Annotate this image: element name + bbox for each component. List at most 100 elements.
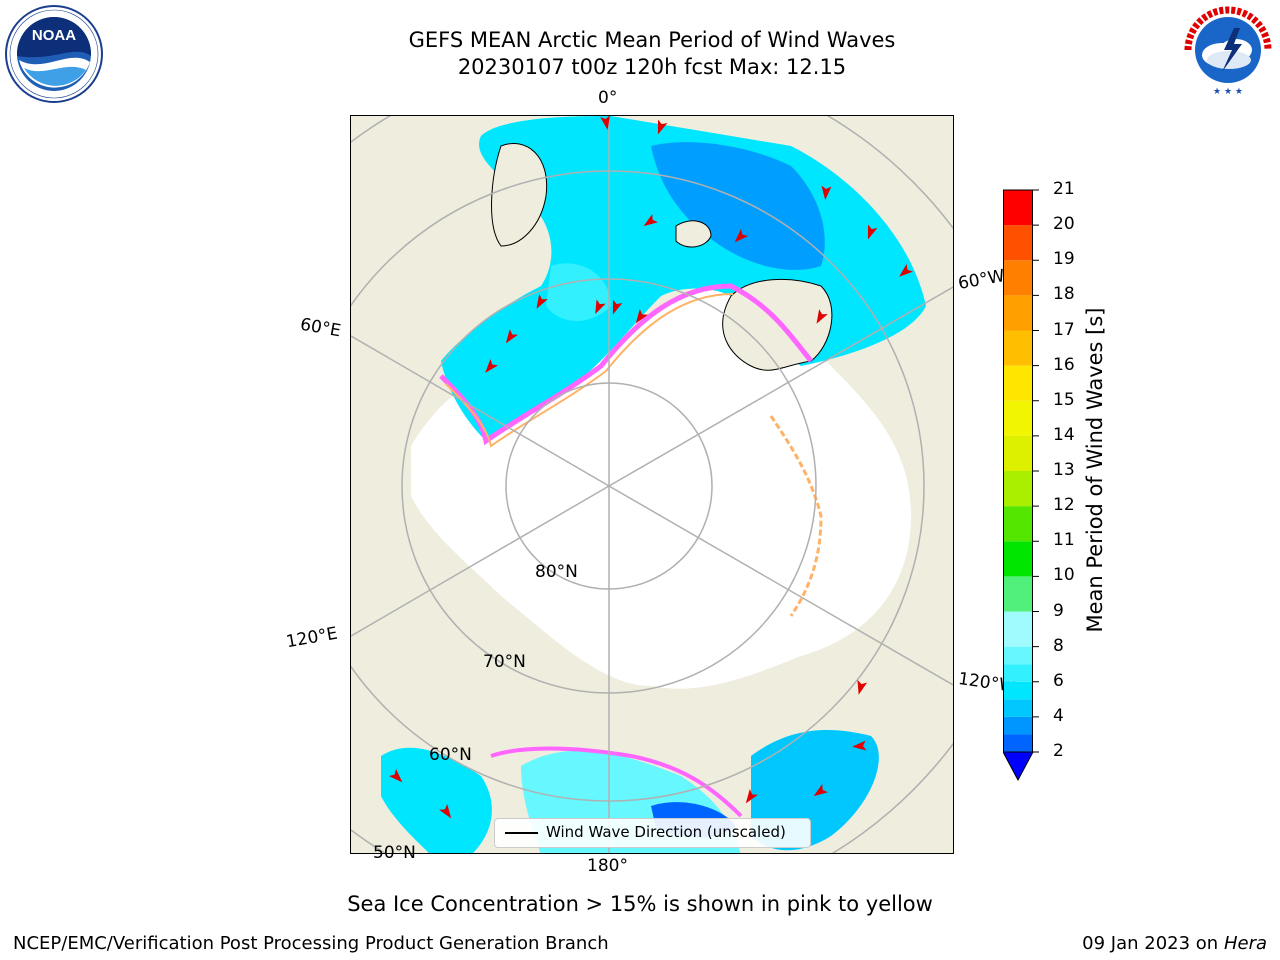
footer-machine: Hera <box>1223 933 1267 954</box>
colorbar-tick-label: 14 <box>1053 424 1075 445</box>
colorbar-bin <box>1003 541 1033 577</box>
scandinavia <box>491 143 548 247</box>
wind-wave-direction-arrow <box>899 263 914 277</box>
colorbar-tick-label: 16 <box>1053 354 1075 375</box>
meridian-120e <box>351 485 610 637</box>
colorbar-extend-arrow <box>1002 751 1034 782</box>
colorbar-tick-label: 19 <box>1053 249 1075 270</box>
colorbar-tick-label: 20 <box>1053 214 1075 235</box>
colorbar-bin <box>1003 225 1033 261</box>
legend-label: Wind Wave Direction (unscaled) <box>546 823 786 841</box>
lon-label-60e: 60°E <box>298 314 343 342</box>
wind-wave-direction-arrow <box>505 329 518 344</box>
lat-label-70: 70°N <box>483 652 526 672</box>
colorbar <box>1002 188 1043 792</box>
colorbar-bin <box>1003 435 1033 471</box>
map-canvas <box>351 116 953 853</box>
meridian-60w <box>608 286 953 487</box>
footer-date-text: 09 Jan 2023 on <box>1082 933 1224 954</box>
lon-label-60w: 60°W <box>956 266 1007 294</box>
colorbar-scale <box>1002 189 1039 782</box>
colorbar-bin <box>1003 295 1033 331</box>
wind-wave-direction-arrow <box>612 299 623 315</box>
svg-text:★ ★ ★: ★ ★ ★ <box>1213 87 1243 97</box>
wind-wave-direction-arrow <box>643 214 658 227</box>
colorbar-tick-label: 2 <box>1053 741 1064 761</box>
wind-wave-direction-arrow <box>734 228 749 243</box>
colorbar-tick-label: 9 <box>1053 600 1064 621</box>
colorbar-tick-label: 18 <box>1053 284 1075 305</box>
colorbar-bin <box>1003 681 1033 700</box>
colorbar-tick-label: 10 <box>1053 565 1075 586</box>
colorbar-tick-label: 17 <box>1053 319 1075 340</box>
wind-wave-direction-arrow <box>813 784 828 797</box>
lon-label-120e: 120°E <box>284 623 340 653</box>
wind-wave-direction-arrow <box>439 804 452 819</box>
colorbar-tick-label: 15 <box>1053 389 1075 410</box>
colorbar-bin <box>1003 471 1033 507</box>
map-subtitle: 20230107 t00z 120h fcst Max: 12.15 <box>457 55 847 79</box>
colorbar-bin <box>1003 611 1033 647</box>
wind-wave-direction-arrow <box>635 309 648 324</box>
wind-wave-direction-arrow <box>745 789 758 804</box>
colorbar-tick-label: 8 <box>1053 635 1064 656</box>
meridian-60e <box>351 335 610 487</box>
polar-map <box>350 115 954 854</box>
colorbar-bin <box>1003 506 1033 542</box>
colorbar-tick-label: 13 <box>1053 460 1075 480</box>
wind-wave-direction-arrow <box>536 294 548 309</box>
wind-wave-direction-arrow <box>388 768 403 783</box>
lat-label-60: 60°N <box>429 745 472 765</box>
map-legend: Wind Wave Direction (unscaled) <box>494 818 811 848</box>
footer-branch: NCEP/EMC/Verification Post Processing Pr… <box>13 933 609 954</box>
colorbar-bin <box>1003 734 1033 752</box>
wind-wave-direction-arrow <box>867 224 878 240</box>
atlantic-mid-patch <box>546 263 611 321</box>
colorbar-tick-label: 11 <box>1053 530 1075 551</box>
colorbar-label: Mean Period of Wind Waves [s] <box>1083 307 1107 633</box>
wind-wave-direction-arrow <box>821 185 832 200</box>
wind-wave-direction-arrow <box>600 116 611 130</box>
colorbar-bin <box>1003 664 1033 682</box>
colorbar-tick-label: 6 <box>1053 670 1064 691</box>
svg-text:NOAA: NOAA <box>32 27 76 44</box>
footer-date: 09 Jan 2023 on Hera <box>1082 933 1267 954</box>
pacific-wave-field <box>381 747 492 853</box>
lat-label-80: 80°N <box>535 562 578 582</box>
colorbar-bin <box>1003 365 1033 401</box>
ice-edge-atlantic-inner <box>445 293 734 448</box>
colorbar-bin <box>1003 716 1033 735</box>
noaa-logo: NOAA <box>4 4 104 104</box>
colorbar-tick-label: 4 <box>1053 705 1064 726</box>
colorbar-outline <box>1003 189 1033 753</box>
colorbar-bin <box>1003 699 1033 717</box>
legend-line-swatch <box>505 832 538 834</box>
wind-wave-direction-arrow <box>852 740 867 751</box>
map-title: GEFS MEAN Arctic Mean Period of Wind Wav… <box>408 28 896 52</box>
colorbar-bin <box>1003 260 1033 296</box>
ice-edge-canada <box>769 415 823 617</box>
colorbar-bin <box>1003 576 1033 612</box>
wind-wave-direction-arrow <box>657 119 668 135</box>
greenland <box>722 278 833 371</box>
lon-label-180: 180° <box>587 856 628 876</box>
iceland <box>675 220 712 248</box>
atlantic-long-period-patch <box>651 142 825 270</box>
wind-wave-direction-arrow <box>485 358 499 373</box>
colorbar-bin <box>1003 330 1033 366</box>
colorbar-tick-label: 21 <box>1053 179 1075 199</box>
sea-ice-note: Sea Ice Concentration > 15% is shown in … <box>347 892 933 916</box>
wind-wave-direction-arrow <box>595 299 606 315</box>
colorbar-tick-label: 12 <box>1053 495 1075 516</box>
colorbar-bin <box>1003 190 1033 226</box>
colorbar-bin <box>1003 400 1033 436</box>
meridian-120w <box>608 485 953 686</box>
wind-wave-direction-arrow <box>816 309 828 324</box>
ice-edge-atlantic <box>439 283 813 446</box>
wind-wave-direction-arrow <box>857 679 868 695</box>
lon-label-0: 0° <box>598 88 618 108</box>
ice-edge-pacific <box>490 746 743 818</box>
lat-label-50: 50°N <box>373 843 416 863</box>
colorbar-bin <box>1003 646 1033 665</box>
nws-logo: ★ ★ ★ <box>1176 0 1280 100</box>
